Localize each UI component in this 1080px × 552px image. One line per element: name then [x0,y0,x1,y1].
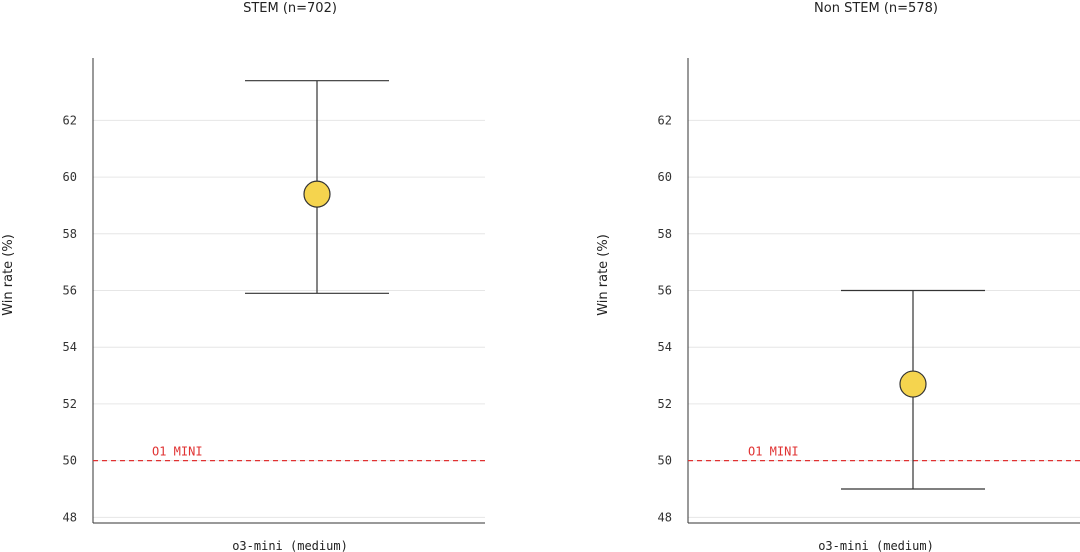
y-tick-label: 54 [63,340,77,354]
y-tick-label: 50 [63,454,77,468]
y-tick-label: 62 [658,113,672,127]
reference-line-label: O1 MINI [152,445,203,459]
y-tick-label: 54 [658,340,672,354]
y-tick-label: 58 [658,227,672,241]
chart-panel-non-stem: 48 50 52 54 56 58 60 62 O1 MINI Non STEM (n=578) W… [596,1,1080,552]
y-tick-label: 48 [658,510,672,524]
reference-line-label: O1 MINI [748,445,799,459]
y-tick-label: 48 [63,510,77,524]
x-category-label: o3-mini (medium) [818,539,934,552]
y-tick-label: 56 [658,284,672,298]
y-tick-label: 58 [63,227,77,241]
y-tick-label: 60 [658,170,672,184]
chart-title: Non STEM (n=578) [814,1,938,16]
chart-panel-stem: 48 50 52 54 56 58 60 62 O1 MINI STEM (n=702) Win r… [1,1,485,552]
y-tick-label: 50 [658,454,672,468]
data-point-marker [899,370,927,398]
data-point-marker [303,180,331,208]
y-tick-label: 52 [658,397,672,411]
y-tick-label: 56 [63,284,77,298]
x-category-label: o3-mini (medium) [232,539,348,552]
y-axis-label: Win rate (%) [1,234,16,316]
chart-title: STEM (n=702) [243,1,337,16]
y-tick-label: 62 [63,113,77,127]
y-tick-label: 60 [63,170,77,184]
y-axis-label: Win rate (%) [596,234,611,316]
y-tick-label: 52 [63,397,77,411]
